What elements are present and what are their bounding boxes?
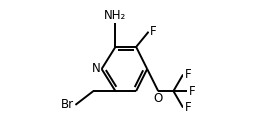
Text: F: F: [185, 68, 191, 81]
Text: N: N: [92, 63, 100, 75]
Text: O: O: [154, 92, 163, 105]
Text: F: F: [188, 85, 195, 98]
Text: Br: Br: [61, 98, 74, 111]
Text: F: F: [185, 101, 191, 114]
Text: NH₂: NH₂: [104, 9, 126, 22]
Text: F: F: [150, 25, 157, 38]
